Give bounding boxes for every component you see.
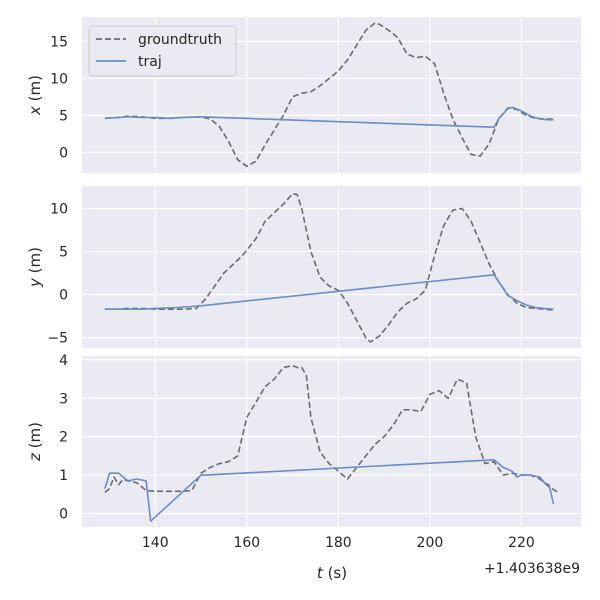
y-tick-label-z: 1 — [59, 468, 68, 484]
plot-area-z — [82, 356, 581, 527]
y-tick-label-y: 5 — [59, 244, 68, 260]
x-axis-label: t (s) — [317, 564, 347, 582]
x-tick-label: 140 — [142, 535, 169, 551]
x-tick-label: 180 — [325, 535, 352, 551]
panel-y: −5 0 5 10 y (m) — [26, 186, 581, 348]
y-tick-label-z: 2 — [59, 430, 68, 446]
series-line-groundtruth-z — [104, 364, 559, 494]
y-tick-label-z: 3 — [59, 391, 68, 407]
panel-x: 0 5 10 15 x (m) — [26, 17, 581, 173]
y-tick-label-x: 0 — [59, 145, 68, 161]
y-tick-label-y: −5 — [47, 331, 68, 347]
y-tick-label-z: 0 — [59, 507, 68, 523]
plot-area-y — [82, 186, 581, 348]
y-axis-label-y: y (m) — [26, 247, 44, 288]
legend-label-groundtruth: groundtruth — [138, 32, 222, 48]
panel-z: 140 160 180 200 220 0 1 2 3 4 z (m) — [26, 353, 581, 551]
series-line-traj-z — [104, 458, 555, 523]
series-line-groundtruth-x — [104, 22, 554, 168]
y-tick-label-x: 10 — [50, 71, 68, 87]
y-tick-label-x: 5 — [59, 108, 68, 124]
x-tick-label: 200 — [417, 535, 444, 551]
y-tick-label-z: 4 — [59, 353, 68, 369]
x-tick-label: 220 — [508, 535, 535, 551]
legend: groundtruth traj — [88, 25, 237, 77]
y-tick-label-x: 15 — [50, 34, 68, 50]
series-line-traj-y — [104, 273, 554, 311]
y-axis-label-x: x (m) — [26, 75, 44, 116]
x-tick-label: 160 — [233, 535, 260, 551]
series-line-traj-x — [104, 106, 554, 128]
y-tick-label-y: 10 — [50, 201, 68, 217]
x-axis-offset-text: +1.403638e9 — [484, 561, 580, 577]
y-axis-label-z: z (m) — [26, 422, 44, 462]
legend-label-traj: traj — [138, 54, 162, 70]
y-tick-label-y: 0 — [59, 288, 68, 304]
series-line-groundtruth-y — [104, 193, 554, 343]
